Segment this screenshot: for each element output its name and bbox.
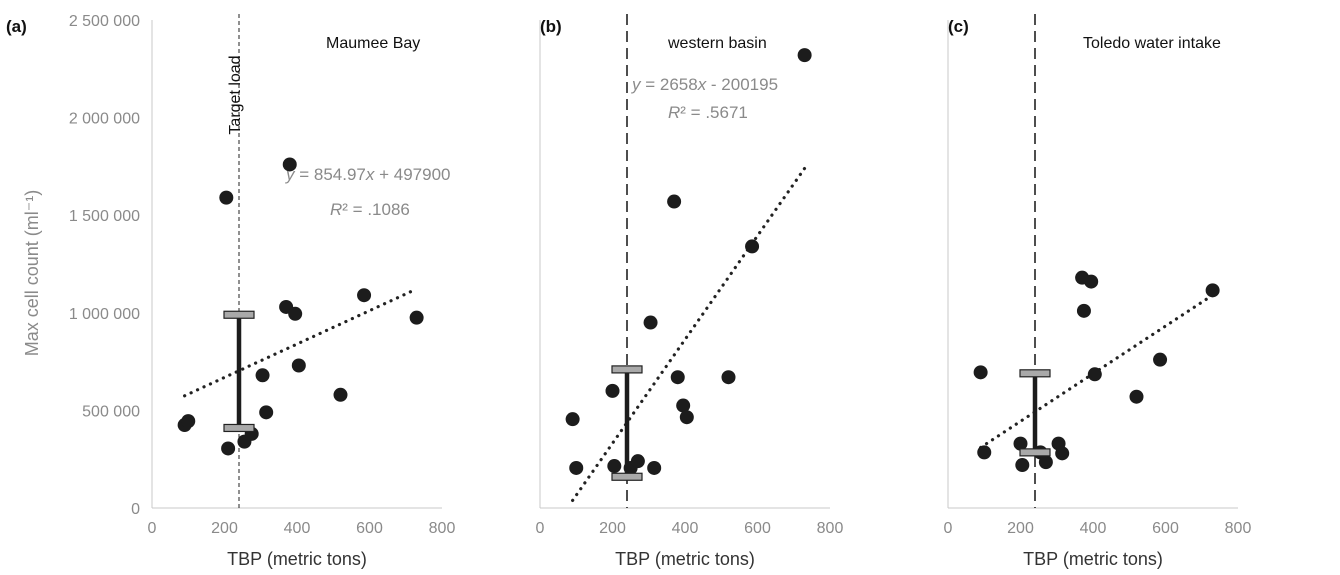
data-point [259,405,274,420]
y-tick-label: 2 500 000 [69,13,140,30]
eq-x-var: x [365,165,375,184]
site-label: western basin [667,35,767,52]
data-point [745,239,760,254]
r2-value: ² = .5671 [680,103,748,122]
data-point [607,459,622,474]
y-tick-label: 2 000 000 [69,111,140,128]
trend-line [571,166,807,502]
data-point [282,157,297,172]
data-point [333,387,348,402]
panel-toledo-water-intake: (c) Toledo water intake 0 200 400 600 800 TBP (… [944,14,1252,569]
eq-x-var: x [697,75,707,94]
data-point [1084,274,1099,289]
r-squared: R² = .5671 [668,103,748,122]
data-point [1055,446,1070,461]
site-label: Maumee Bay [326,35,420,52]
eq-tail: + 497900 [374,165,450,184]
data-point [797,48,812,63]
x-tick-label: 400 [672,520,699,537]
eq-y-var: y [631,75,642,94]
y-tick-label: 0 [131,501,140,518]
r-squared: R² = .1086 [330,200,410,219]
range-bar-cap-low [223,423,255,433]
range-bar-cap-high [611,365,643,374]
r2-symbol: R [330,200,342,219]
target-load-label: Target load [227,55,244,134]
data-point [219,190,234,205]
r2-symbol: R [668,103,680,122]
range-bar-cap-low [1019,448,1051,457]
eq-part: = 2658 [641,75,698,94]
data-point [679,410,694,425]
data-point [643,315,658,330]
x-axis-title: TBP (metric tons) [615,549,755,569]
panel-maumee-bay: (a) Maumee Bay Target load y = 854.97x + 4… [6,13,455,569]
data-point [676,398,691,413]
data-point [630,454,645,469]
data-point [1205,283,1220,298]
data-point [357,288,372,303]
r2-value: ² = .1086 [342,200,410,219]
x-tick-label: 0 [536,520,545,537]
x-axis-title: TBP (metric tons) [1023,549,1163,569]
regression-equation: y = 854.97x + 497900 [285,165,450,184]
data-point [1038,455,1053,470]
x-tick-label: 400 [284,520,311,537]
data-point [667,194,682,209]
eq-part: = 854.97 [295,165,366,184]
data-point [181,414,196,429]
x-tick-label: 200 [211,520,238,537]
y-tick-label: 1 500 000 [69,208,140,225]
data-point [1076,303,1091,318]
data-point [255,368,270,383]
site-label: Toledo water intake [1083,35,1221,52]
data-point [605,383,620,398]
data-point [1087,367,1102,382]
y-tick-label: 500 000 [82,403,140,420]
data-point [409,310,424,325]
x-tick-label: 600 [744,520,771,537]
data-point [221,441,236,456]
panel-label: (a) [6,17,27,36]
x-tick-label: 600 [356,520,383,537]
x-tick-label: 200 [1007,520,1034,537]
data-point [721,370,736,385]
x-tick-label: 800 [817,520,844,537]
data-point [1015,458,1030,473]
data-point [670,370,685,385]
y-tick-label: 1 000 000 [69,306,140,323]
panel-label: (c) [948,17,969,36]
data-point [973,365,988,380]
x-tick-label: 0 [944,520,953,537]
data-point [569,460,584,475]
y-axis-title: Max cell count (ml⁻¹) [22,190,42,357]
data-point [1153,352,1168,367]
panel-western-basin: (b) western basin y = 2658x - 200195 R² =… [536,14,844,569]
x-axis-title: TBP (metric tons) [227,549,367,569]
data-point [977,445,992,460]
data-point [288,306,303,321]
data-point [565,412,580,427]
range-bar-cap-high [223,310,255,319]
x-tick-label: 400 [1080,520,1107,537]
range-bar-cap-low [611,472,643,481]
data-point [1129,389,1144,404]
eq-tail: - 200195 [706,75,778,94]
x-tick-label: 0 [148,520,157,537]
x-tick-label: 600 [1152,520,1179,537]
data-point [291,358,306,373]
data-point [647,460,662,475]
data-point [1013,436,1028,451]
x-tick-label: 800 [1225,520,1252,537]
eq-y-var: y [285,165,296,184]
x-tick-label: 800 [429,520,456,537]
range-bar-cap-high [1019,369,1051,378]
panel-label: (b) [540,17,562,36]
trend-line [183,287,419,398]
x-tick-label: 200 [599,520,626,537]
regression-equation: y = 2658x - 200195 [631,75,778,94]
